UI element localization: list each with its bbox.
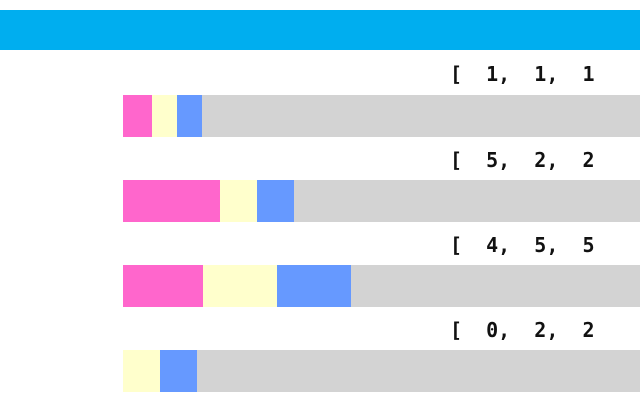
header-bar — [0, 10, 640, 50]
pink-segment — [123, 265, 203, 307]
bar-track-3[interactable] — [123, 265, 640, 307]
cream-segment — [220, 180, 257, 222]
blue-segment — [257, 180, 294, 222]
bar-track-1[interactable] — [123, 95, 640, 137]
bar-track-2[interactable] — [123, 180, 640, 222]
blue-segment — [177, 95, 202, 137]
cream-segment — [203, 265, 277, 307]
blue-segment — [160, 350, 197, 392]
cream-segment — [152, 95, 177, 137]
pink-segment — [123, 180, 220, 222]
row-label-3: [ 4, 5, 5 — [450, 233, 595, 257]
pink-segment — [123, 95, 152, 137]
row-label-2: [ 5, 2, 2 — [450, 148, 595, 172]
row-label-1: [ 1, 1, 1 — [450, 62, 595, 86]
blue-segment — [277, 265, 351, 307]
row-label-4: [ 0, 2, 2 — [450, 318, 595, 342]
bar-track-4[interactable] — [123, 350, 640, 392]
cream-segment — [123, 350, 160, 392]
